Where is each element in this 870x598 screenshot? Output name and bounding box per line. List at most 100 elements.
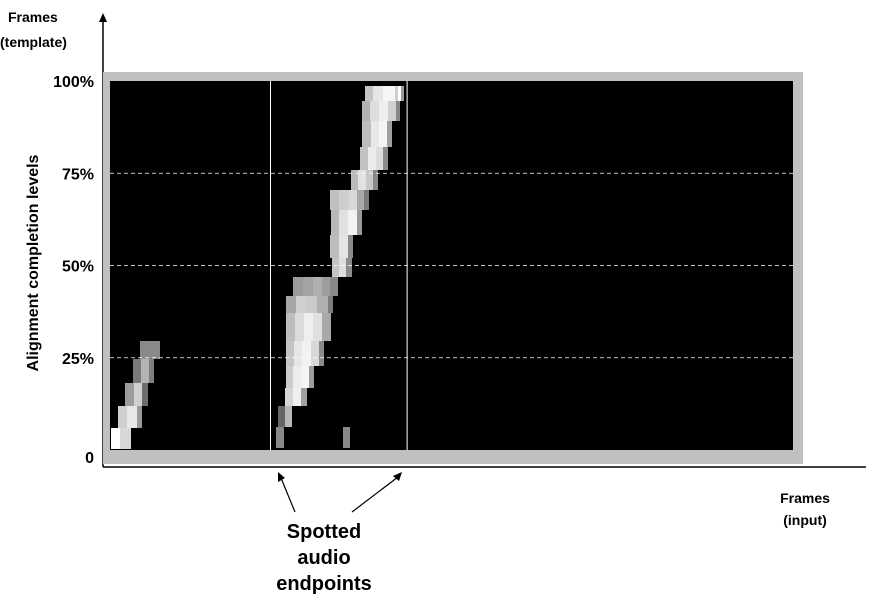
heatmap-cell: [360, 147, 368, 170]
heatmap-cell: [296, 296, 306, 313]
annotation-arrow-right: [351, 476, 399, 513]
heatmap-cell: [137, 406, 142, 428]
heatmap-cell: [364, 190, 369, 210]
heatmap-cell: [118, 406, 127, 428]
heatmap-cell: [141, 359, 149, 383]
heatmap-cell: [149, 359, 154, 383]
x-axis-title-line1: Frames: [780, 490, 830, 506]
heatmap-cell: [286, 341, 294, 366]
y-tick-label: 25%: [62, 351, 94, 368]
heatmap-cell: [376, 147, 383, 170]
heatmap-cell: [303, 277, 313, 296]
endpoint-markers: [270, 81, 408, 450]
y-tick-label: 0: [85, 450, 94, 467]
annotation-arrow-left: [280, 477, 296, 513]
heatmap-cell: [276, 427, 284, 448]
heatmap-cell: [286, 366, 293, 388]
heatmap-cell: [349, 190, 357, 210]
heatmap-cell: [373, 86, 383, 101]
heatmap-cell: [286, 313, 295, 341]
heatmap-cell: [362, 121, 371, 147]
heatmap-cell: [330, 277, 338, 296]
heatmap-cells: [111, 86, 404, 449]
heatmap-cell: [339, 190, 349, 210]
heatmap-cell: [140, 341, 160, 359]
heatmap-cell: [388, 101, 396, 121]
heatmap-cell: [371, 121, 379, 147]
heatmap-cell: [395, 86, 398, 101]
heatmap-cell: [285, 406, 292, 427]
heatmap-cell: [339, 235, 348, 258]
heatmap-cell: [111, 428, 120, 449]
heatmap-cell: [348, 210, 357, 235]
heatmap-cell: [313, 277, 322, 296]
y-tick-labels: 0 25% 50% 75% 100%: [53, 74, 94, 467]
annotation-arrowhead-right: [393, 472, 402, 481]
heatmap-cell: [311, 341, 319, 366]
y-tick-label: 50%: [62, 259, 94, 276]
heatmap-cell: [330, 235, 339, 258]
heatmap-cell: [125, 383, 134, 406]
heatmap-cell: [339, 258, 346, 277]
annotation-line1: Spotted: [287, 521, 361, 543]
heatmap-cell: [142, 383, 148, 406]
heatmap-cell: [127, 406, 137, 428]
heatmap-cell: [346, 258, 352, 277]
plot-area: [110, 81, 793, 450]
heatmap-cell: [304, 313, 313, 341]
heatmap-cell: [286, 296, 296, 313]
heatmap-cell: [293, 277, 303, 296]
heatmap-cell: [134, 383, 142, 406]
heatmap-cell: [330, 190, 339, 210]
heatmap-cell: [331, 210, 339, 235]
heatmap-cell: [396, 101, 400, 121]
heatmap-cell: [365, 86, 373, 101]
heatmap-cell: [358, 170, 366, 190]
heatmap-cell: [322, 277, 330, 296]
heatmap-cell: [319, 341, 324, 366]
y-axis-arrowhead: [99, 13, 107, 22]
heatmap-cell: [383, 147, 388, 170]
heatmap-cell: [306, 296, 317, 313]
heatmap-cell: [293, 366, 301, 388]
heatmap-cell: [339, 210, 348, 235]
heatmap-cell: [351, 170, 358, 190]
y-axis-label: Alignment completion levels: [25, 154, 42, 371]
heatmap-cell: [373, 170, 378, 190]
heatmap-cell: [379, 101, 388, 121]
heatmap-cell: [278, 406, 285, 427]
heatmap-cell: [383, 86, 395, 101]
heatmap-cell: [357, 210, 362, 235]
y-axis-title-line2: (template): [0, 34, 67, 50]
heatmap-cell: [309, 366, 314, 388]
heatmap-cell: [285, 388, 293, 406]
heatmap-cell: [348, 235, 353, 258]
heatmap-cell: [398, 86, 401, 101]
annotation-line3: endpoints: [276, 573, 372, 595]
heatmap-cell: [401, 86, 404, 101]
heatmap-cell: [301, 388, 307, 406]
heatmap-cell: [366, 170, 373, 190]
heatmap-cell: [387, 121, 392, 147]
heatmap-cell: [120, 428, 131, 449]
heatmap-cell: [133, 359, 141, 383]
grid-lines: [110, 172, 793, 359]
annotation-arrowhead-left: [278, 472, 285, 482]
heatmap-cell: [357, 190, 364, 210]
heatmap-cell: [313, 313, 322, 341]
heatmap-cell: [302, 341, 311, 366]
heatmap-cell: [293, 388, 301, 406]
heatmap-cell: [368, 147, 376, 170]
heatmap-cell: [332, 258, 339, 277]
heatmap-cell: [328, 296, 333, 313]
heatmap-cell: [322, 313, 331, 341]
heatmap-cell: [294, 341, 302, 366]
heatmap-cell: [379, 121, 387, 147]
heatmap-cell: [317, 296, 328, 313]
y-tick-label: 100%: [53, 74, 94, 91]
x-axis-title-line2: (input): [783, 512, 827, 528]
heatmap-cell: [301, 366, 309, 388]
heatmap-cell: [370, 101, 379, 121]
annotation-line2: audio: [297, 547, 350, 569]
